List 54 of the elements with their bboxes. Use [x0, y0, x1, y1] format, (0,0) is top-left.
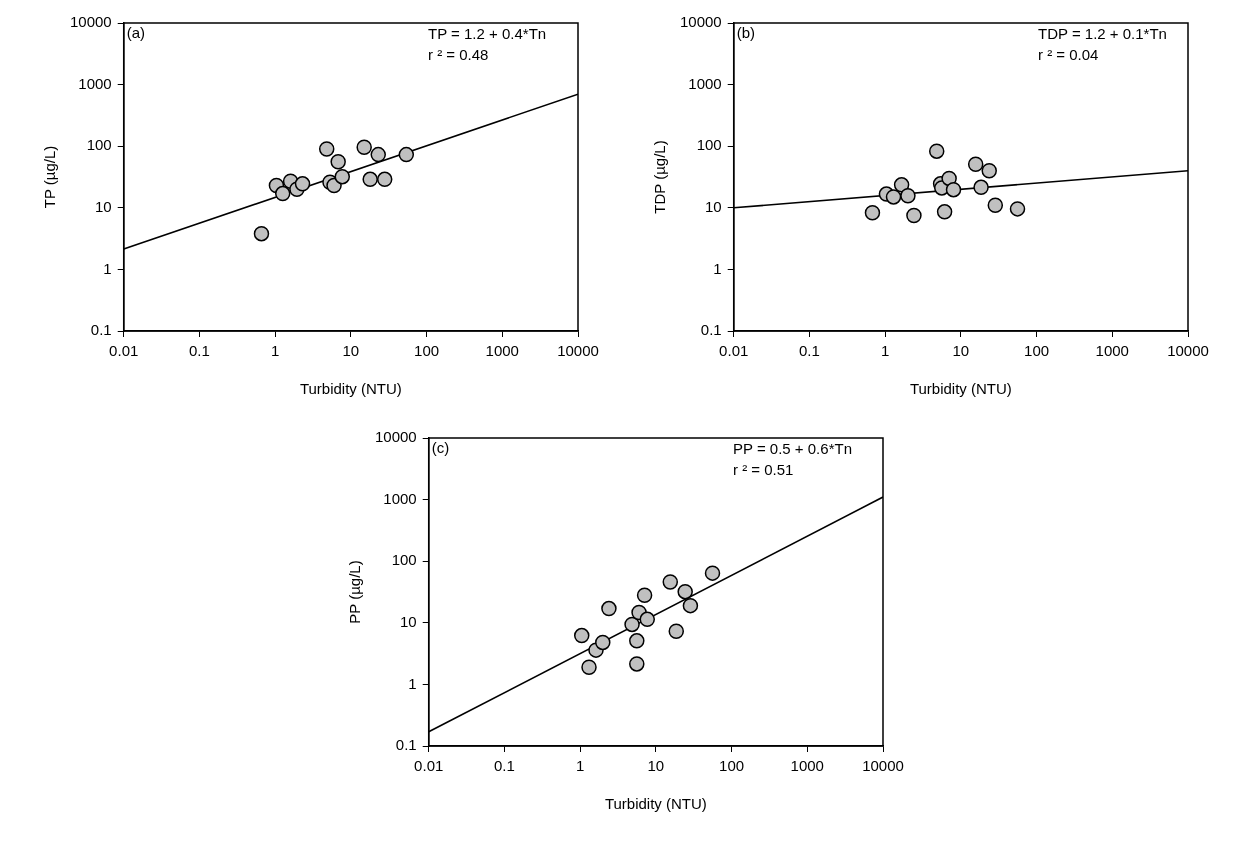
- y-tick-label: 10: [400, 612, 417, 630]
- x-tick-label: 10: [952, 342, 970, 360]
- y-tick-label: 10: [705, 197, 722, 215]
- annotation: TP = 1.2 + 0.4*Tn: [428, 24, 547, 42]
- annotation: PP = 0.5 + 0.6*Tn: [733, 439, 852, 457]
- y-axis-title: TP (µg/L): [41, 145, 59, 209]
- x-tick-label: 10: [342, 342, 360, 360]
- x-tick-label: 0.1: [799, 342, 820, 360]
- y-tick-label: 1000: [688, 74, 722, 92]
- x-tick-label: 1000: [1095, 342, 1129, 360]
- y-tick-label: 1000: [383, 489, 417, 507]
- x-tick-label: 0.01: [109, 342, 139, 360]
- annotation: r ² = 0.51: [733, 460, 794, 478]
- y-tick-label: 10000: [374, 428, 417, 446]
- annotation: (b): [736, 23, 756, 41]
- x-tick-label: 0.1: [189, 342, 210, 360]
- x-tick-label: 0.01: [414, 757, 444, 775]
- annotation: r ² = 0.48: [428, 45, 489, 63]
- x-tick-label: 100: [1024, 342, 1050, 360]
- x-axis-title: Turbidity (NTU): [604, 795, 707, 813]
- y-axis-title: TDP (µg/L): [651, 140, 669, 214]
- x-tick-label: 10000: [1167, 342, 1209, 360]
- y-tick-label: 10000: [69, 13, 112, 31]
- y-tick-label: 1: [103, 259, 112, 277]
- x-tick-label: 1: [880, 342, 890, 360]
- x-tick-label: 1000: [485, 342, 519, 360]
- x-tick-label: 1: [270, 342, 280, 360]
- y-tick-label: 10: [95, 197, 112, 215]
- x-tick-label: 1: [575, 757, 585, 775]
- y-axis-title: PP (µg/L): [346, 560, 364, 624]
- x-tick-label: 0.1: [494, 757, 515, 775]
- y-tick-label: 1000: [78, 74, 112, 92]
- y-tick-label: 10000: [679, 13, 722, 31]
- x-tick-label: 1000: [790, 757, 824, 775]
- y-tick-label: 1: [408, 674, 417, 692]
- y-tick-label: 100: [696, 136, 722, 154]
- y-tick-label: 0.1: [395, 736, 417, 754]
- x-tick-label: 10000: [862, 757, 904, 775]
- x-tick-label: 100: [414, 342, 440, 360]
- annotation: TDP = 1.2 + 0.1*Tn: [1038, 24, 1167, 42]
- x-tick-label: 10: [647, 757, 665, 775]
- x-axis-title: Turbidity (NTU): [299, 380, 402, 398]
- x-tick-label: 0.01: [719, 342, 749, 360]
- y-tick-label: 100: [86, 136, 112, 154]
- annotation: r ² = 0.04: [1038, 45, 1099, 63]
- y-tick-label: 1: [713, 259, 722, 277]
- annotation: (c): [431, 438, 450, 456]
- x-tick-label: 100: [719, 757, 745, 775]
- x-tick-label: 10000: [557, 342, 599, 360]
- y-tick-label: 100: [391, 551, 417, 569]
- x-axis-title: Turbidity (NTU): [909, 380, 1012, 398]
- y-tick-label: 0.1: [90, 321, 112, 339]
- annotation: (a): [126, 23, 146, 41]
- y-tick-label: 0.1: [700, 321, 722, 339]
